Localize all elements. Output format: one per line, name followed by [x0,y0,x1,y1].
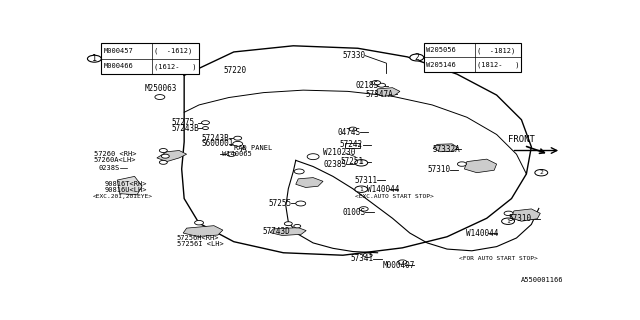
Text: W210230: W210230 [323,148,355,157]
Text: 0238S: 0238S [323,160,346,169]
Circle shape [355,186,367,192]
Polygon shape [183,226,223,236]
Circle shape [458,162,467,166]
Text: M000407: M000407 [383,260,415,269]
Text: 0238S: 0238S [99,165,120,171]
Text: 2: 2 [540,170,543,175]
Circle shape [294,224,301,228]
Text: M000457: M000457 [103,48,133,54]
Circle shape [307,154,319,160]
Text: FRONT: FRONT [508,135,534,144]
Polygon shape [433,144,458,152]
Circle shape [88,55,101,62]
Text: RAD PANEL: RAD PANEL [234,145,272,151]
Circle shape [372,81,381,85]
Text: 57243B: 57243B [172,124,200,133]
Text: (  -1612): ( -1612) [154,48,193,54]
Circle shape [355,160,367,166]
Circle shape [378,83,385,87]
Text: 0100S: 0100S [343,208,366,217]
Text: 57242: 57242 [340,140,363,149]
Text: 57275: 57275 [172,118,195,127]
Text: 57251: 57251 [340,157,364,166]
Circle shape [234,136,242,140]
Text: 1: 1 [506,219,510,224]
Polygon shape [157,150,187,162]
Circle shape [195,220,204,225]
Text: 57220: 57220 [224,66,247,75]
Text: (1812-   ): (1812- ) [477,61,519,68]
Polygon shape [375,88,400,96]
Polygon shape [511,209,540,221]
Text: 57243B: 57243B [202,134,229,143]
Text: M250063: M250063 [145,84,177,93]
Text: 57260 <RH>: 57260 <RH> [94,151,136,157]
Text: A550001166: A550001166 [521,277,564,284]
Circle shape [202,127,209,130]
Bar [101,43,199,74]
Circle shape [359,207,368,211]
Circle shape [155,95,165,100]
Text: 90816T<RH>: 90816T<RH> [105,181,147,187]
Text: 1: 1 [359,160,363,165]
Bar [424,43,522,72]
Text: 57310: 57310 [428,165,451,174]
Text: 57260A<LH>: 57260A<LH> [94,157,136,164]
Circle shape [349,127,356,131]
Circle shape [202,121,209,124]
Circle shape [535,170,548,176]
Text: 57256I <LH>: 57256I <LH> [177,241,223,247]
Text: <EXC.AUTO START STOP>: <EXC.AUTO START STOP> [355,194,434,199]
Polygon shape [296,178,323,188]
Text: W205056: W205056 [426,47,456,53]
Text: W140044: W140044 [466,228,499,237]
Circle shape [159,148,167,153]
Text: 57256H<RH>: 57256H<RH> [177,235,220,241]
Text: 57332A: 57332A [432,145,460,154]
Text: W205146: W205146 [426,61,456,68]
Polygon shape [117,176,142,195]
Text: 2: 2 [414,53,419,62]
Text: W140044: W140044 [367,185,399,194]
Text: 57743D: 57743D [262,227,290,236]
Text: 57311: 57311 [355,176,378,185]
Circle shape [284,222,292,226]
Circle shape [502,218,515,224]
Circle shape [233,141,243,146]
Text: 90816U<LH>: 90816U<LH> [105,187,147,193]
Text: M000466: M000466 [103,63,133,69]
Text: <EXC.20I,20IEYE>: <EXC.20I,20IEYE> [92,194,152,199]
Circle shape [410,54,424,61]
Text: 1: 1 [92,54,97,63]
Circle shape [398,260,407,264]
Circle shape [227,152,236,156]
Circle shape [161,154,169,158]
Text: 0474S: 0474S [338,128,361,137]
Text: 57330: 57330 [343,51,366,60]
Text: 57255: 57255 [269,199,292,208]
Text: 57341: 57341 [350,254,374,263]
Polygon shape [465,159,497,173]
Text: <FOR AUTO START STOP>: <FOR AUTO START STOP> [460,256,538,261]
Text: W140065: W140065 [222,151,252,157]
Text: S600001: S600001 [202,139,234,148]
Bar [345,143,360,148]
Circle shape [364,253,372,258]
Polygon shape [270,228,306,236]
Text: 0218S: 0218S [355,81,378,90]
Circle shape [294,169,304,174]
Circle shape [159,160,167,164]
Text: (1612-   ): (1612- ) [154,63,196,70]
Circle shape [504,211,513,216]
Text: 1: 1 [359,187,363,192]
Text: 57347A: 57347A [365,90,393,99]
Circle shape [296,201,306,206]
Text: (  -1812): ( -1812) [477,47,515,54]
Text: 57310: 57310 [508,214,531,223]
